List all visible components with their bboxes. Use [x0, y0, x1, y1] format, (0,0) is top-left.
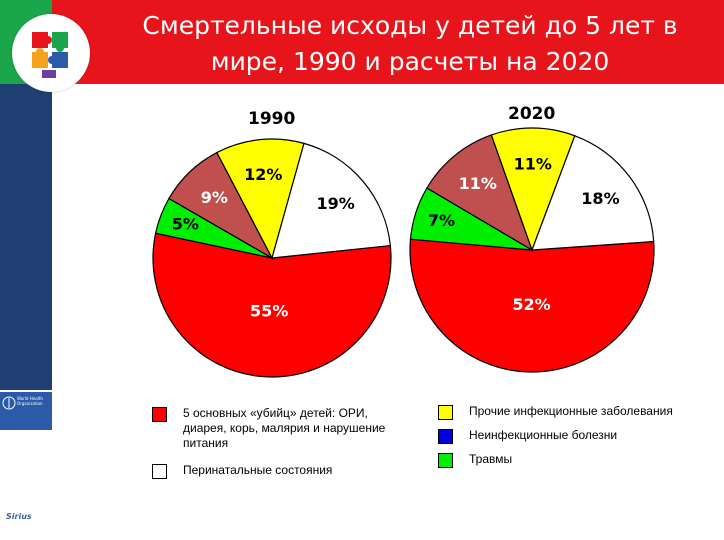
- footer-brand: Sirius: [6, 512, 32, 521]
- legend-swatch: [438, 429, 453, 444]
- legend-label: Неинфекционные болезни: [469, 428, 618, 442]
- who-logo: World Health Organization: [0, 392, 52, 430]
- pie-slice-label: 18%: [581, 189, 619, 208]
- legend-swatch: [152, 464, 167, 479]
- title-line-2: мире, 1990 и расчеты на 2020: [210, 47, 610, 76]
- legend-label: Перинатальные состояния: [183, 463, 333, 477]
- legend-item-other-infections: Прочие инфекционные заболевания: [438, 404, 718, 420]
- who-text: World Health Organization: [17, 396, 43, 406]
- puzzle-logo: [12, 14, 90, 92]
- legend-swatch: [152, 407, 167, 422]
- legend-item-noncommunicable: Неинфекционные болезни: [438, 428, 718, 444]
- title-bar: [52, 0, 724, 84]
- legend-label: Травмы: [469, 452, 513, 466]
- pie-slice: [409, 238, 655, 373]
- pie-slice: [490, 127, 576, 252]
- who-emblem-icon: [2, 396, 16, 410]
- pie-2020: 52%7%11%11%18%: [409, 127, 655, 373]
- pie-title-1990: 1990: [248, 109, 296, 129]
- pie-slice-label: 9%: [201, 188, 228, 207]
- left-accent-blue: [0, 84, 52, 390]
- legend-item-main-killers: 5 основных «убийц» детей: ОРИ, диарея, к…: [152, 406, 412, 451]
- legend-swatch: [438, 453, 453, 468]
- legend-item-perinatal: Перинатальные состояния: [152, 463, 412, 479]
- pie-slice: [531, 134, 655, 251]
- pie-slice-label: 52%: [512, 295, 550, 314]
- pie-slice-label: 12%: [244, 165, 282, 184]
- page-title: Смертельные исходы у детей до 5 лет в ми…: [110, 8, 710, 80]
- puzzle-logo-icon: [32, 32, 68, 78]
- pie-slice-label: 19%: [316, 194, 354, 213]
- pie-slice-label: 11%: [514, 155, 552, 174]
- pie-slice: [152, 232, 392, 378]
- title-line-1: Смертельные исходы у детей до 5 лет в: [142, 11, 678, 40]
- pie-slice: [426, 134, 534, 252]
- pie-slice-label: 11%: [459, 174, 497, 193]
- legend-label: Прочие инфекционные заболевания: [469, 404, 673, 418]
- pie-slice-label: 5%: [172, 215, 199, 234]
- pie-title-2020: 2020: [508, 104, 556, 124]
- pie-slice-label: 7%: [428, 211, 455, 230]
- pie-slice-label: 55%: [250, 301, 288, 320]
- legend-swatch: [438, 405, 453, 420]
- pie-slice: [271, 142, 392, 259]
- legend-item-injuries: Травмы: [438, 452, 718, 468]
- pie-slice: [216, 138, 305, 260]
- pie-1990: 55% 5%9% 12% 19%: [152, 138, 392, 378]
- legend-label: 5 основных «убийц» детей: ОРИ, диарея, к…: [183, 406, 386, 450]
